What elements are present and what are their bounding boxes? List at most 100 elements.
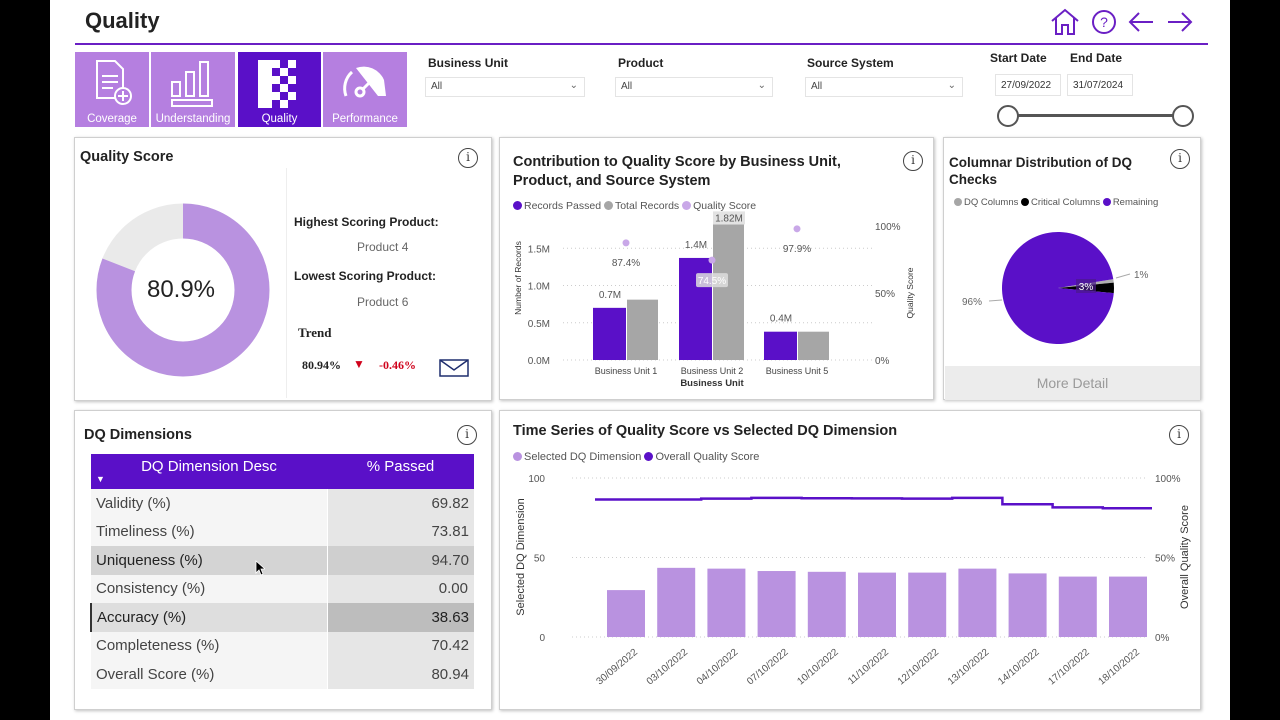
quality-score-point (793, 225, 801, 233)
info-icon[interactable]: i (458, 148, 478, 168)
passed-cell: 80.94 (327, 660, 474, 689)
table-row[interactable]: Uniqueness (%) 94.70 (91, 546, 474, 575)
column-header-passed[interactable]: % Passed (327, 454, 474, 489)
info-icon[interactable]: i (1169, 425, 1189, 445)
bar-selected-dq-dimension (858, 572, 896, 637)
card-title: DQ Dimensions (84, 427, 192, 443)
leader-line (1115, 273, 1131, 279)
quality-score-value: 80.9% (146, 276, 216, 303)
bar-total-records (627, 299, 658, 360)
passed-cell: 73.81 (327, 517, 474, 546)
nav-tile-performance[interactable]: Performance (323, 52, 407, 127)
dq-dimensions-table: DQ Dimension Desc ▼ % Passed Validity (%)… (90, 454, 475, 689)
dimension-cell[interactable]: Accuracy (%) (90, 603, 328, 632)
data-label: 0.4M (770, 314, 792, 325)
dq-dimensions-card: DQ Dimensions i DQ Dimension Desc ▼ % Pas… (74, 410, 492, 710)
dimension-cell[interactable]: Overall Score (%) (91, 660, 328, 689)
table-row[interactable]: Accuracy (%) 38.63 (90, 603, 474, 632)
email-icon[interactable] (439, 359, 469, 377)
source-system-dropdown[interactable]: All ⌄ (805, 77, 963, 97)
bar-selected-dq-dimension (1109, 576, 1147, 637)
date-slider-track[interactable] (1008, 114, 1183, 117)
y2-tick-label: 50% (1155, 554, 1175, 565)
dimension-cell[interactable]: Uniqueness (%) (91, 546, 328, 575)
bar-selected-dq-dimension (607, 590, 645, 637)
table-row[interactable]: Overall Score (%) 80.94 (91, 660, 474, 689)
legend-item[interactable]: Critical Columns (1021, 197, 1100, 208)
data-label-bg (713, 211, 745, 225)
pie-label: 3% (1079, 282, 1094, 293)
passed-cell: 38.63 (327, 603, 474, 632)
y-tick-label: 0.5M (528, 319, 550, 330)
document-add-icon (96, 60, 132, 105)
dimension-cell[interactable]: Validity (%) (91, 489, 328, 518)
y-tick-label: 50 (534, 554, 546, 565)
table-row[interactable]: Consistency (%) 0.00 (91, 574, 474, 603)
forward-arrow-icon[interactable] (1165, 8, 1195, 36)
legend-item[interactable]: Quality Score (682, 200, 756, 212)
home-icon[interactable] (1050, 8, 1080, 36)
date-slider-end-handle[interactable] (1172, 105, 1194, 127)
nav-tile-understanding[interactable]: Understanding (151, 52, 235, 127)
dimension-cell[interactable]: Completeness (%) (91, 631, 328, 660)
product-dropdown[interactable]: All ⌄ (615, 77, 773, 97)
info-icon[interactable]: i (903, 151, 923, 171)
legend-item[interactable]: Selected DQ Dimension (513, 451, 641, 463)
bar-selected-dq-dimension (1058, 576, 1097, 637)
x-axis-title: Business Unit (680, 378, 744, 389)
pie-slice-remaining (1002, 231, 1114, 344)
nav-tile-quality[interactable]: Quality (238, 52, 321, 127)
data-label-bg (696, 273, 728, 288)
info-icon[interactable]: i (1170, 149, 1190, 169)
table-row[interactable]: Validity (%) 69.82 (91, 489, 474, 518)
mouse-cursor-icon (255, 560, 265, 576)
y-tick-label: 1.5M (528, 244, 550, 255)
dimension-cell[interactable]: Consistency (%) (91, 574, 328, 603)
chevron-down-icon: ⌄ (757, 80, 766, 91)
page-title: Quality (85, 8, 160, 33)
info-icon[interactable]: i (457, 425, 477, 445)
chevron-down-icon: ⌄ (569, 80, 578, 91)
y2-axis-title: Overall Quality Score (1179, 505, 1191, 609)
chart-legend: DQ Columns Critical Columns Remaining (954, 197, 1158, 208)
passed-cell: 94.70 (327, 546, 474, 575)
x-tick-label: 10/10/2022 (795, 647, 841, 688)
legend-item[interactable]: Total Records (603, 200, 679, 212)
leader-line (988, 299, 1003, 302)
pie-label: 96% (962, 297, 982, 308)
table-row[interactable]: Completeness (%) 70.42 (91, 631, 474, 660)
x-tick-label: 14/10/2022 (996, 647, 1042, 688)
bar-selected-dq-dimension (807, 571, 846, 637)
legend-item[interactable]: Records Passed (513, 200, 601, 212)
bar-records-passed (593, 307, 626, 360)
data-label: 1.82M (715, 213, 743, 224)
tile-label: Performance (332, 113, 398, 125)
bar-selected-dq-dimension (707, 568, 746, 637)
legend-item[interactable]: Remaining (1102, 197, 1158, 208)
help-icon[interactable]: ? (1090, 8, 1120, 36)
quality-score-label: 97.9% (783, 244, 811, 255)
business-unit-dropdown[interactable]: All ⌄ (425, 77, 585, 97)
end-date-input[interactable]: 31/07/2024 (1067, 74, 1133, 96)
column-header-dimension[interactable]: DQ Dimension Desc ▼ (91, 454, 327, 489)
quality-score-card: Quality Score i 80.9% Highest Scoring Pr… (74, 137, 492, 401)
x-tick-label: 12/10/2022 (896, 647, 942, 688)
y2-tick-label: 0% (1155, 633, 1170, 644)
legend-item[interactable]: DQ Columns (954, 197, 1018, 208)
pie-label: 1% (1134, 270, 1149, 281)
nav-tile-coverage[interactable]: Coverage (75, 52, 149, 127)
date-slider-start-handle[interactable] (997, 105, 1019, 127)
dimension-cell[interactable]: Timeliness (%) (91, 517, 328, 546)
legend-item[interactable]: Overall Quality Score (644, 451, 759, 463)
data-label: 1.4M (685, 240, 707, 251)
divider (286, 168, 287, 398)
table-row[interactable]: Timeliness (%) 73.81 (91, 517, 474, 546)
sort-down-icon[interactable]: ▼ (96, 474, 105, 484)
card-title: Contribution to Quality Score by Busines… (513, 154, 841, 189)
back-arrow-icon[interactable] (1126, 8, 1156, 36)
start-date-input[interactable]: 27/09/2022 (995, 74, 1061, 96)
bar-records-passed (764, 331, 797, 360)
more-detail-button[interactable]: More Detail (945, 366, 1200, 400)
svg-text:?: ? (1100, 14, 1108, 30)
columnar-distribution-card: Columnar Distribution of DQ Checks i DQ … (943, 137, 1201, 400)
